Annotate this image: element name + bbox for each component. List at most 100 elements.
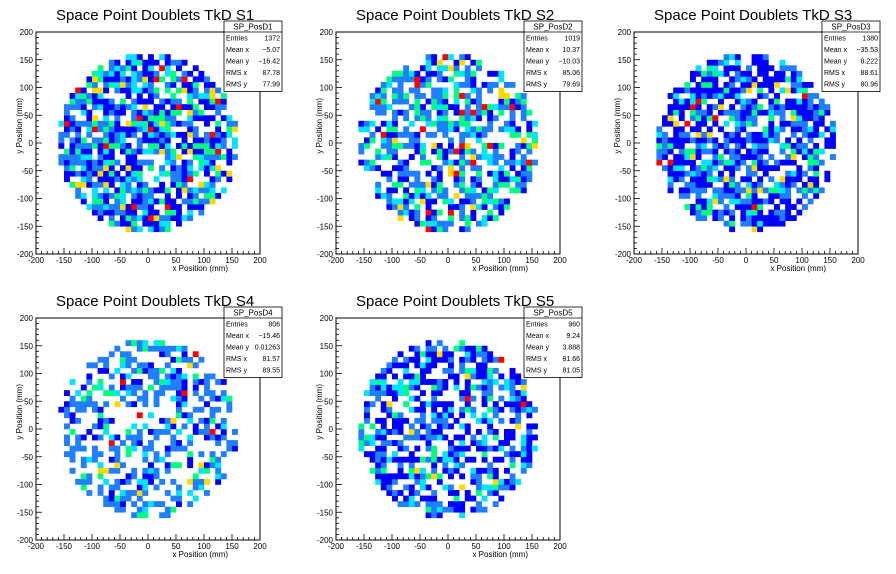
heatmap-bin — [718, 126, 724, 133]
heatmap-bin — [790, 131, 797, 138]
heatmap-bin — [153, 59, 160, 66]
heatmap-bin — [436, 473, 443, 480]
heatmap-bin — [215, 143, 222, 149]
heatmap-bin — [108, 159, 115, 166]
heatmap-bin — [153, 131, 160, 138]
heatmap-bin — [459, 445, 466, 452]
heatmap-bin — [414, 209, 421, 216]
heatmap-bin — [420, 456, 426, 463]
heatmap-bin — [487, 379, 494, 385]
heatmap-bin — [762, 165, 769, 172]
heatmap-bin — [114, 192, 121, 199]
heatmap-bin — [481, 367, 488, 374]
heatmap-bin — [120, 181, 126, 188]
heatmap-bin — [80, 456, 87, 463]
heatmap-bin — [215, 456, 222, 463]
heatmap-bin — [762, 109, 769, 116]
heatmap-bin — [690, 159, 696, 166]
heatmap-bin — [375, 192, 382, 199]
heatmap-bin — [142, 451, 149, 458]
heatmap-bin — [779, 87, 786, 94]
heatmap-bin — [103, 137, 110, 144]
heatmap-bin — [108, 76, 115, 83]
heatmap-bin — [420, 495, 426, 502]
heatmap-bin — [392, 87, 398, 94]
heatmap-bin — [818, 120, 825, 127]
heatmap-bin — [414, 143, 421, 149]
heatmap-bin — [103, 417, 110, 424]
heatmap-bin — [204, 137, 210, 144]
heatmap-bin — [706, 115, 713, 122]
heatmap-bin — [380, 478, 387, 485]
heatmap-bin — [198, 159, 205, 166]
heatmap-bin — [204, 187, 210, 194]
heatmap-bin — [159, 367, 166, 374]
heatmap-bin — [690, 154, 696, 160]
heatmap-bin — [181, 379, 188, 385]
heatmap-bin — [509, 131, 516, 138]
heatmap-bin — [464, 390, 471, 396]
heatmap-bin — [136, 490, 143, 496]
heatmap-bin — [796, 176, 803, 183]
heatmap-bin — [380, 445, 387, 452]
heatmap-bin — [746, 192, 752, 199]
heatmap-bin — [420, 373, 426, 380]
stats-row-value: −10.03 — [558, 59, 580, 66]
heatmap-bin — [830, 126, 836, 133]
heatmap-cells — [358, 340, 538, 519]
heatmap-bin — [785, 176, 792, 183]
heatmap-bin — [459, 390, 466, 396]
heatmap-bin — [453, 176, 460, 183]
heatmap-bin — [790, 104, 797, 110]
heatmap-bin — [153, 434, 160, 441]
heatmap-bin — [386, 120, 393, 127]
heatmap-bin — [830, 137, 836, 144]
heatmap-bin — [204, 120, 210, 127]
heatmap-bin — [215, 176, 222, 183]
heatmap-bin — [226, 148, 233, 155]
heatmap-bin — [380, 367, 387, 374]
heatmap-bin — [164, 59, 171, 66]
heatmap-bin — [114, 126, 121, 133]
heatmap-bin — [740, 109, 747, 116]
heatmap-bin — [442, 456, 449, 463]
heatmap-bin — [420, 379, 426, 385]
heatmap-bin — [509, 176, 516, 183]
heatmap-bin — [148, 126, 154, 133]
heatmap-bin — [515, 104, 522, 110]
heatmap-bin — [481, 220, 488, 227]
heatmap-bin — [136, 215, 143, 221]
y-tick-label: -200 — [615, 250, 632, 259]
heatmap-bin — [142, 70, 149, 77]
heatmap-bin — [492, 379, 499, 385]
heatmap-bin — [187, 87, 194, 94]
heatmap-bin — [431, 512, 438, 519]
heatmap-bin — [364, 390, 370, 396]
heatmap-bin — [453, 490, 460, 496]
heatmap-bin — [148, 445, 154, 452]
heatmap-bin — [453, 456, 460, 463]
heatmap-cells — [58, 340, 238, 519]
heatmap-bin — [757, 59, 764, 66]
heatmap-bin — [392, 187, 398, 194]
heatmap-bin — [392, 495, 398, 502]
heatmap-bin — [159, 165, 166, 172]
heatmap-bin — [142, 59, 149, 66]
heatmap-bin — [453, 181, 460, 188]
heatmap-bin — [80, 93, 87, 99]
heatmap-bin — [695, 143, 702, 149]
heatmap-bin — [170, 198, 177, 205]
heatmap-bin — [92, 362, 98, 369]
stats-row-label: Mean y — [526, 345, 549, 352]
heatmap-bin — [375, 473, 382, 480]
heatmap-bin — [97, 462, 104, 469]
heatmap-bin — [209, 137, 216, 144]
heatmap-bin — [209, 81, 216, 88]
heatmap-bin — [153, 395, 160, 402]
heatmap-bin — [751, 209, 758, 216]
heatmap-bin — [824, 137, 831, 144]
heatmap-bin — [408, 373, 415, 380]
